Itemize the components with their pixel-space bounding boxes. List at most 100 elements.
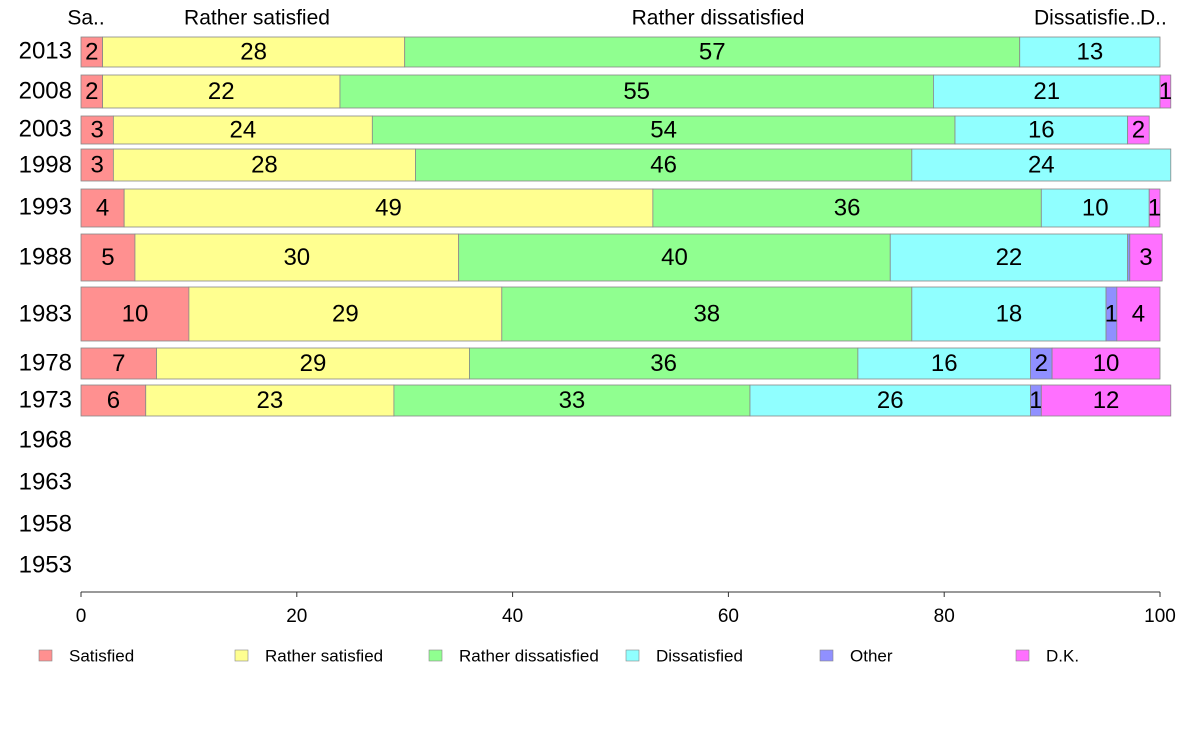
y-tick-label: 2013	[19, 37, 72, 64]
data-label: 18	[996, 300, 1023, 327]
data-label: 57	[699, 38, 726, 65]
bar-segment-1988-rather-dissatisfied	[458, 233, 891, 282]
bar-segment-1973-rather-dissatisfied	[393, 384, 751, 417]
bar-segment-2013-rather-dissatisfied	[404, 36, 1021, 68]
legend-label: Rather dissatisfied	[459, 646, 599, 665]
y-tick-label: 1958	[19, 510, 72, 537]
top-series-label: D..	[1140, 7, 1167, 30]
bar-segment-1993-satisfied	[80, 188, 125, 228]
data-label: 24	[229, 116, 256, 143]
data-label: 12	[1093, 387, 1120, 414]
top-series-label: Dissatisfie..	[1034, 7, 1141, 30]
data-label: 3	[91, 151, 104, 178]
data-label: 40	[661, 244, 688, 271]
data-label: 36	[650, 350, 677, 377]
y-tick-label: 1968	[19, 426, 72, 453]
y-tick-label: 2008	[19, 77, 72, 104]
x-tick-label: 0	[76, 606, 87, 627]
bar-segment-2008-d-k	[1159, 74, 1172, 109]
bar-segment-1983-satisfied	[80, 286, 190, 342]
bar-segment-1978-rather-satisfied	[156, 347, 470, 380]
data-label: 2	[1132, 116, 1145, 143]
data-label: 13	[1077, 38, 1104, 65]
data-label: 2	[1035, 350, 1048, 377]
data-label: 7	[112, 350, 125, 377]
x-tick-label: 60	[718, 606, 739, 627]
data-label: 2	[85, 38, 98, 65]
y-tick-label: 1988	[19, 243, 72, 270]
y-tick-label: 2003	[19, 115, 72, 142]
y-tick-label: 1993	[19, 193, 72, 220]
legend-label: Other	[850, 646, 893, 665]
top-series-label: Rather dissatisfied	[632, 7, 805, 30]
bar-segment-1973-dissatisfied	[749, 384, 1031, 417]
data-label: 4	[1132, 300, 1145, 327]
data-label: 3	[91, 116, 104, 143]
data-label: 10	[122, 300, 149, 327]
data-label: 22	[996, 244, 1023, 271]
bar-segment-2008-dissatisfied	[933, 74, 1161, 109]
data-label: 1	[1105, 300, 1118, 327]
bar-segment-1983-rather-dissatisfied	[501, 286, 913, 342]
bar-segment-1973-d-k	[1040, 384, 1172, 417]
bar-segment-2008-rather-satisfied	[102, 74, 341, 109]
bar-segment-1998-rather-dissatisfied	[415, 148, 913, 182]
legend-swatch	[1015, 649, 1030, 662]
data-label: 38	[693, 300, 720, 327]
legend-label: Dissatisfied	[656, 646, 743, 665]
legend-label: D.K.	[1046, 646, 1079, 665]
bar-segment-1998-dissatisfied	[911, 148, 1172, 182]
bar-segment-2003-d-k	[1127, 115, 1150, 145]
bar-segment-1993-rather-satisfied	[123, 188, 654, 228]
data-label: 54	[650, 116, 677, 143]
legend-swatch	[234, 649, 249, 662]
data-label: 4	[96, 194, 109, 221]
data-label: 49	[375, 194, 402, 221]
bar-segment-1988-dissatisfied	[889, 233, 1129, 282]
data-label: 10	[1093, 350, 1120, 377]
data-label: 3	[1139, 244, 1152, 271]
bar-segment-2003-satisfied	[80, 115, 114, 145]
bar-segment-1988-d-k	[1129, 233, 1163, 282]
bar-segment-2013-rather-satisfied	[102, 36, 406, 68]
top-series-label: Rather satisfied	[184, 7, 330, 30]
x-tick-label: 80	[934, 606, 955, 627]
legend-label: Satisfied	[69, 646, 134, 665]
top-series-label: Sa..	[67, 7, 104, 30]
data-label: 26	[877, 387, 904, 414]
bar-segment-1988-rather-satisfied	[134, 233, 460, 282]
bar-segment-1978-rather-dissatisfied	[469, 347, 859, 380]
bar-segment-1983-dissatisfied	[911, 286, 1107, 342]
data-label: 1	[1148, 194, 1161, 221]
bar-segment-2003-rather-satisfied	[112, 115, 373, 145]
legend-label: Rather satisfied	[265, 646, 383, 665]
data-label: 23	[256, 387, 283, 414]
bar-segment-2008-rather-dissatisfied	[339, 74, 934, 109]
bar-segment-1983-rather-satisfied	[188, 286, 503, 342]
bar-segment-1973-rather-satisfied	[145, 384, 395, 417]
legend-swatch	[428, 649, 443, 662]
bar-segment-1978-dissatisfied	[857, 347, 1031, 380]
y-tick-label: 1983	[19, 300, 72, 327]
x-tick-label: 100	[1144, 606, 1176, 627]
y-tick-label: 1973	[19, 386, 72, 413]
bar-segment-1978-d-k	[1051, 347, 1161, 380]
data-label: 24	[1028, 151, 1055, 178]
data-label: 29	[332, 300, 359, 327]
legend-swatch	[625, 649, 640, 662]
data-label: 36	[834, 194, 861, 221]
data-label: 5	[101, 244, 114, 271]
data-label: 21	[1033, 78, 1060, 105]
bar-segment-1983-d-k	[1116, 286, 1161, 342]
data-label: 16	[1028, 116, 1055, 143]
data-label: 6	[107, 387, 120, 414]
data-label: 28	[251, 151, 278, 178]
bar-segment-1998-rather-satisfied	[112, 148, 416, 182]
bar-segment-2013-dissatisfied	[1019, 36, 1161, 68]
bar-segment-1988-satisfied	[80, 233, 136, 282]
legend-swatch	[38, 649, 53, 662]
data-label: 33	[559, 387, 586, 414]
x-tick-label: 40	[502, 606, 523, 627]
